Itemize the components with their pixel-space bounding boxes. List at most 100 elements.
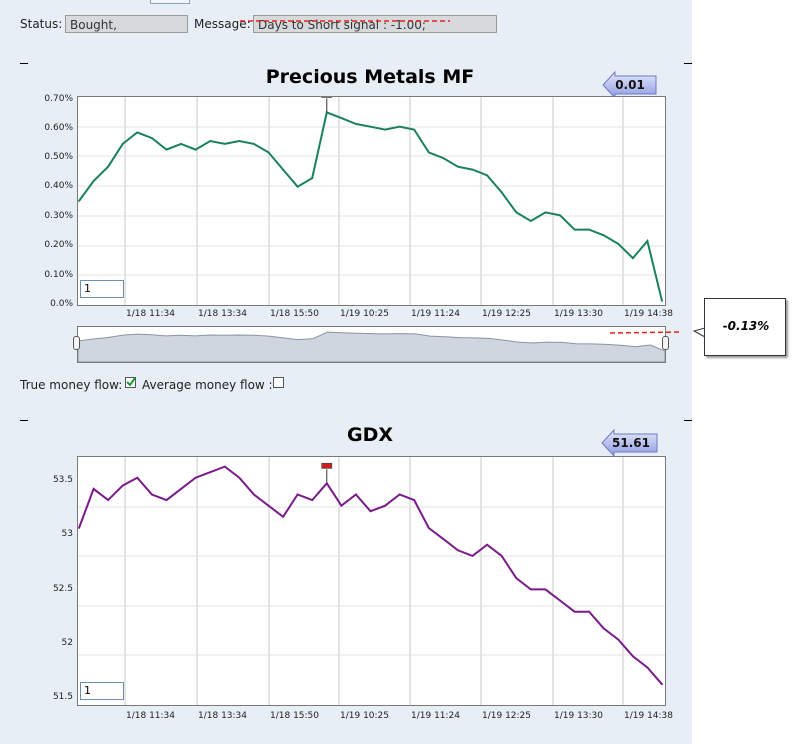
data-point bbox=[384, 504, 386, 507]
message-label: Message: bbox=[194, 17, 251, 31]
chart1-svg bbox=[78, 97, 665, 305]
chart1-zoom-input[interactable]: 1 bbox=[80, 280, 124, 298]
chart2-xtick: 1/19 14:38 bbox=[624, 711, 674, 721]
data-point bbox=[398, 125, 401, 128]
data-point bbox=[515, 577, 518, 580]
chart1-ytick: 0.60% bbox=[44, 123, 73, 133]
data-point bbox=[121, 484, 124, 487]
chart2-value-badge: 51.61 bbox=[601, 428, 659, 458]
data-point bbox=[296, 493, 299, 496]
data-point bbox=[515, 211, 518, 214]
navigator-left-handle[interactable] bbox=[73, 336, 80, 350]
message-field: Days to Short signal : -1.00; bbox=[253, 15, 497, 33]
average-money-flow-checkbox[interactable] bbox=[273, 377, 284, 388]
data-point bbox=[442, 157, 445, 159]
data-point bbox=[340, 117, 343, 119]
data-point bbox=[384, 128, 386, 131]
chart1-xtick: 1/19 12:25 bbox=[482, 309, 532, 319]
collapse-dash-right-2[interactable] bbox=[684, 420, 692, 421]
data-point bbox=[544, 211, 547, 214]
data-point bbox=[107, 165, 109, 168]
data-point bbox=[282, 168, 284, 171]
data-point bbox=[427, 527, 430, 529]
chart2-plot[interactable] bbox=[77, 456, 666, 706]
data-point bbox=[457, 549, 459, 552]
chart2-arrow-left-icon bbox=[601, 428, 658, 458]
data-point bbox=[661, 683, 663, 686]
chart2-xtick: 1/19 13:30 bbox=[554, 711, 604, 721]
chart1-xtick: 1/18 11:34 bbox=[126, 309, 176, 319]
data-point bbox=[194, 476, 197, 479]
data-point bbox=[267, 151, 270, 154]
chart2-zoom-input[interactable]: 1 bbox=[80, 682, 124, 700]
collapse-dash-left-2[interactable] bbox=[20, 420, 28, 421]
chart1-ytick: 0.0% bbox=[50, 299, 73, 309]
data-point bbox=[340, 504, 343, 507]
data-point bbox=[253, 143, 255, 145]
data-point bbox=[78, 527, 80, 529]
data-point bbox=[661, 300, 663, 302]
chart2-ytick: 53.5 bbox=[52, 475, 73, 485]
checkmark-icon bbox=[126, 378, 135, 387]
data-point bbox=[632, 655, 634, 658]
data-point bbox=[529, 220, 532, 222]
data-point bbox=[180, 143, 182, 145]
chart1-ytick: 0.50% bbox=[44, 152, 73, 162]
chart2-xtick: 1/18 11:34 bbox=[126, 711, 176, 721]
collapse-dash-right-1[interactable] bbox=[684, 63, 692, 64]
series-line bbox=[78, 111, 663, 302]
data-point bbox=[369, 510, 372, 513]
data-point bbox=[617, 638, 620, 641]
data-point bbox=[296, 185, 299, 188]
data-point bbox=[223, 143, 226, 145]
data-point bbox=[151, 493, 153, 496]
data-point bbox=[311, 177, 314, 179]
data-point bbox=[107, 499, 109, 501]
chart1-title: Precious Metals MF bbox=[265, 66, 475, 88]
navigator-right-handle[interactable] bbox=[662, 336, 669, 350]
data-point bbox=[559, 214, 561, 217]
data-point bbox=[573, 610, 576, 613]
data-point bbox=[194, 148, 197, 151]
chart1-plot[interactable] bbox=[77, 96, 666, 306]
status-label: Status: bbox=[20, 17, 63, 31]
data-point bbox=[427, 151, 430, 154]
chart1-ytick: 0.10% bbox=[44, 270, 73, 280]
average-money-flow-label: Average money flow : bbox=[142, 378, 273, 392]
data-point bbox=[151, 137, 153, 139]
chart1-navigator-svg bbox=[78, 331, 665, 362]
chart2-xtick: 1/19 11:24 bbox=[411, 711, 461, 721]
data-point bbox=[92, 488, 95, 490]
data-point bbox=[544, 588, 547, 591]
chart1-ytick: 0.70% bbox=[44, 94, 73, 104]
callout-pointer-dashes bbox=[610, 327, 705, 338]
data-point bbox=[617, 243, 620, 245]
data-point bbox=[413, 499, 416, 501]
callout-value: -0.13% bbox=[722, 319, 770, 333]
collapse-dash-left-1[interactable] bbox=[20, 63, 28, 64]
chart2-ytick: 51.5 bbox=[52, 692, 73, 702]
data-point bbox=[136, 131, 139, 134]
data-point bbox=[223, 465, 226, 468]
data-point bbox=[238, 476, 241, 479]
chart1-xtick: 1/19 13:30 bbox=[554, 309, 604, 319]
data-point bbox=[413, 128, 416, 131]
chart2-title: GDX bbox=[346, 424, 393, 446]
chart1-xtick: 1/19 14:38 bbox=[624, 309, 674, 319]
true-money-flow-label: True money flow: bbox=[20, 378, 123, 392]
data-point bbox=[500, 555, 503, 557]
data-point bbox=[398, 493, 401, 496]
chart2-ytick: 52 bbox=[61, 638, 73, 648]
chart2-xtick: 1/18 15:50 bbox=[270, 711, 320, 721]
chart2-xtick: 1/19 12:25 bbox=[482, 711, 532, 721]
true-money-flow-checkbox[interactable] bbox=[125, 377, 136, 388]
chart1-xtick: 1/19 10:25 bbox=[340, 309, 390, 319]
chart1-navigator[interactable] bbox=[77, 326, 666, 363]
data-point bbox=[442, 538, 445, 540]
chart2-svg bbox=[78, 457, 665, 705]
chart1-xtick: 1/18 13:34 bbox=[198, 309, 248, 319]
data-point bbox=[267, 504, 270, 507]
top-partial-control[interactable] bbox=[150, 0, 190, 4]
data-point bbox=[486, 543, 488, 546]
chart1-xtick: 1/19 11:24 bbox=[411, 309, 461, 319]
